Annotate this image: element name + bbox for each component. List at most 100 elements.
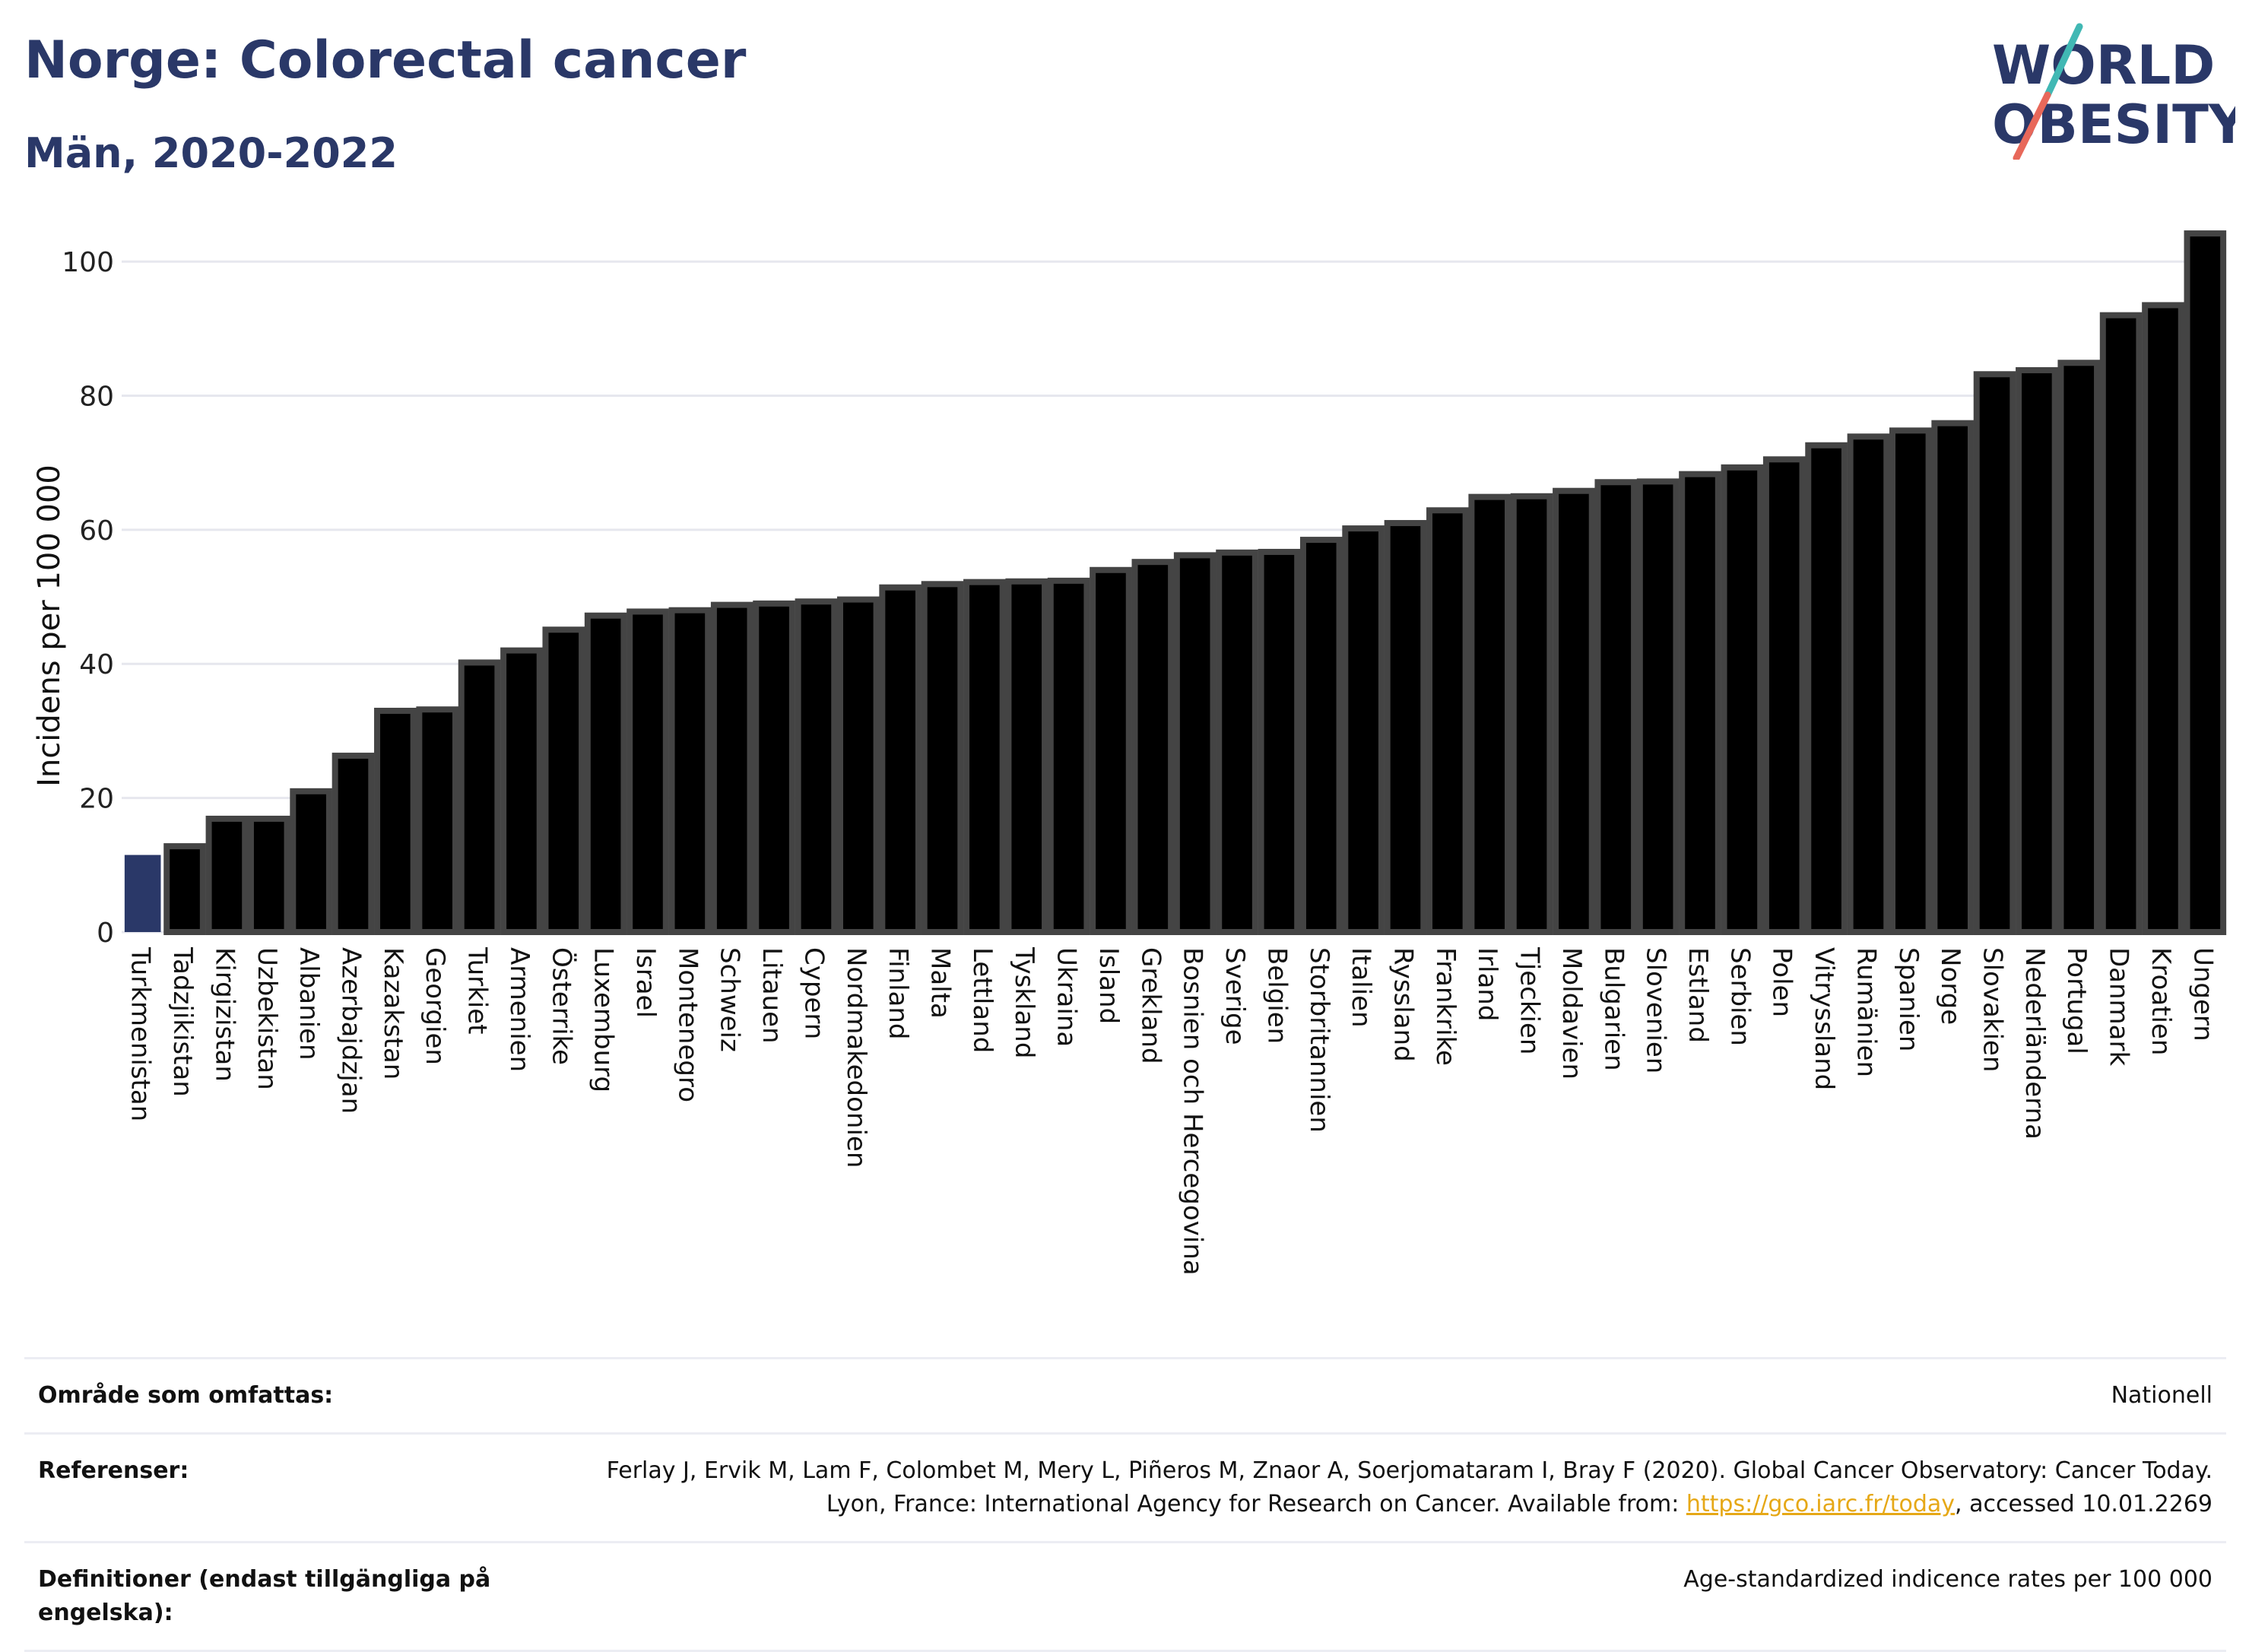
y-tick-label: 40 — [79, 649, 114, 680]
x-category-label: Storbritannien — [1304, 947, 1334, 1133]
x-category-label: Sverige — [1220, 947, 1250, 1045]
area-label: Område som omfattas: — [38, 1382, 334, 1409]
bar — [963, 579, 1006, 935]
logo-slash-teal — [2044, 23, 2083, 99]
bar — [836, 596, 880, 936]
bar — [1216, 549, 1258, 935]
references-text: Ferlay J, Ervik M, Lam F, Colombet M, Me… — [606, 1457, 2213, 1517]
bar — [710, 601, 753, 936]
bar — [1553, 487, 1595, 935]
bar — [500, 647, 543, 935]
definitions-label: Definitioner (endast tillgängliga på eng… — [38, 1566, 491, 1626]
world-obesity-logo: WORLD OBESITY — [1992, 23, 2235, 160]
bar — [753, 600, 795, 935]
logo-line-1: WORLD — [1992, 34, 2215, 97]
x-category-label: Ryssland — [1388, 947, 1418, 1062]
bar — [1005, 578, 1048, 935]
bar — [1721, 464, 1764, 935]
bar — [331, 753, 375, 935]
x-category-label: Island — [1093, 947, 1124, 1024]
x-category-label: Finland — [883, 947, 913, 1040]
bar — [1047, 577, 1090, 935]
bar — [163, 843, 206, 936]
meta-row-references: Referenser: Ferlay J, Ervik M, Lam F, Co… — [24, 1432, 2226, 1541]
page-title: Norge: Colorectal cancer — [24, 30, 747, 90]
bar — [542, 626, 585, 935]
bar — [2057, 360, 2101, 935]
bar — [1805, 442, 1848, 935]
x-category-label: Österrike — [546, 947, 577, 1065]
bar — [247, 815, 290, 936]
references-label: Referenser: — [38, 1457, 189, 1484]
bar — [2142, 302, 2184, 935]
x-category-label: Tadzjikistan — [167, 946, 198, 1097]
bar — [1342, 525, 1385, 935]
x-category-label: Bulgarien — [1598, 947, 1629, 1071]
y-tick-label: 0 — [97, 918, 114, 949]
bar — [290, 788, 332, 936]
x-category-label: Cypern — [798, 947, 829, 1039]
x-category-label: Nordmakedonien — [841, 947, 871, 1168]
metadata-table: Område som omfattas: Nationell Referense… — [24, 1357, 2226, 1652]
bar — [921, 581, 964, 935]
bar — [1931, 420, 1974, 935]
x-category-label: Portugal — [2061, 947, 2092, 1054]
bar — [1679, 471, 1721, 935]
x-category-label: Vitryssland — [1809, 947, 1839, 1090]
bar — [879, 584, 921, 935]
bar — [1299, 537, 1343, 935]
x-category-label: Lettland — [967, 947, 998, 1053]
x-category-label: Kirgizistan — [209, 947, 239, 1082]
y-axis-ticks: 0 20 40 60 80 100 — [62, 247, 114, 949]
bar — [458, 659, 501, 936]
x-axis-labels: Turkmenistan Tadzjikistan Kirgizistan Uzbek… — [125, 946, 2219, 1276]
x-category-label: Slovenien — [1641, 947, 1671, 1073]
references-link[interactable]: https://gco.iarc.fr/today — [1686, 1491, 1956, 1517]
page-subtitle: Män, 2020-2022 — [24, 129, 398, 177]
bar — [124, 855, 161, 932]
bar — [1847, 433, 1890, 935]
bar — [626, 608, 669, 935]
bar — [1384, 520, 1427, 935]
bar — [1131, 559, 1175, 936]
references-accessed: , accessed 10.01.2269 — [1955, 1491, 2213, 1517]
x-category-label: Kroatien — [2146, 947, 2176, 1055]
x-category-label: Danmark — [2104, 947, 2134, 1066]
logo-slash-coral — [2013, 91, 2051, 160]
bar — [795, 598, 838, 935]
area-value: Nationell — [2111, 1382, 2213, 1409]
meta-row-definitions: Definitioner (endast tillgängliga på eng… — [24, 1541, 2226, 1652]
bar — [1594, 479, 1638, 935]
x-category-label: Tjeckien — [1515, 946, 1545, 1054]
y-tick-label: 80 — [79, 381, 114, 412]
x-category-label: Slovakien — [1978, 947, 2008, 1072]
x-category-label: Nederländerna — [2019, 947, 2050, 1140]
bar — [1510, 493, 1553, 935]
x-category-label: Azerbajdzjan — [335, 947, 366, 1114]
x-category-label: Tyskland — [1009, 946, 1039, 1058]
y-tick-label: 100 — [62, 247, 114, 278]
bar — [1426, 507, 1469, 935]
bar — [1173, 552, 1216, 935]
x-category-label: Israel — [630, 947, 661, 1018]
x-category-label: Montenegro — [672, 947, 703, 1102]
bar — [374, 707, 417, 935]
x-category-label: Litauen — [757, 947, 787, 1044]
bar — [416, 706, 459, 936]
x-category-label: Moldavien — [1556, 947, 1587, 1080]
x-category-label: Malta — [925, 947, 956, 1019]
x-category-label: Ungern — [2187, 947, 2218, 1042]
x-category-label: Irland — [1472, 947, 1502, 1021]
bar — [1889, 427, 1932, 935]
x-category-label: Bosnien och Hercegovina — [1178, 947, 1208, 1276]
definitions-value: Age-standardized indicence rates per 100… — [1683, 1566, 2213, 1593]
bar — [1468, 493, 1511, 935]
x-category-label: Armenien — [504, 947, 534, 1072]
meta-row-area: Område som omfattas: Nationell — [24, 1357, 2226, 1432]
x-category-label: Kazakstan — [378, 947, 408, 1080]
bar — [1636, 478, 1680, 935]
bars — [124, 230, 2227, 936]
x-category-label: Turkmenistan — [125, 946, 156, 1121]
x-category-label: Belgien — [1261, 947, 1292, 1044]
y-tick-label: 20 — [79, 784, 114, 815]
